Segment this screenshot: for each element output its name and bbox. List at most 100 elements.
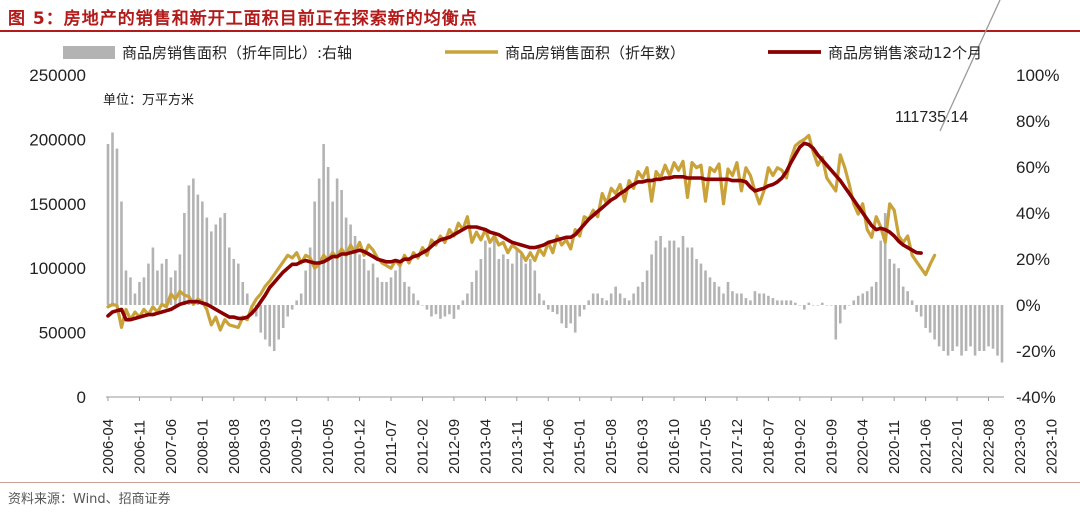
x-tick-label-27: 2022-01 bbox=[949, 419, 966, 474]
yoy-bar bbox=[412, 293, 415, 305]
yoy-bar bbox=[151, 247, 155, 305]
x-tick-label-1: 2006-11 bbox=[131, 420, 148, 474]
yoy-bar bbox=[313, 201, 316, 305]
yoy-bar bbox=[488, 247, 492, 305]
x-tick-label-14: 2014-06 bbox=[540, 419, 557, 474]
yoy-bar bbox=[919, 305, 923, 317]
x-tick-label-13: 2013-11 bbox=[509, 420, 526, 474]
yoy-bar bbox=[560, 305, 564, 324]
yoy-bar bbox=[654, 240, 658, 305]
yoy-bar bbox=[816, 305, 820, 306]
x-tick-label-29: 2023-03 bbox=[1012, 419, 1029, 474]
yoy-bar bbox=[326, 167, 330, 305]
x-tick-label-20: 2017-12 bbox=[729, 419, 746, 474]
yoy-bar bbox=[295, 300, 298, 305]
yoy-bar bbox=[834, 305, 838, 340]
yoy-bar bbox=[749, 300, 752, 305]
yoy-bar bbox=[794, 302, 797, 305]
yoy-bar bbox=[753, 291, 757, 305]
yoy-bar bbox=[874, 282, 878, 305]
yoy-bar bbox=[987, 305, 990, 347]
yoy-bar bbox=[942, 305, 945, 351]
yoy-bar bbox=[821, 302, 824, 305]
left-axis-tick-4: 200000 bbox=[29, 130, 86, 149]
x-tick-label-16: 2015-08 bbox=[603, 419, 620, 474]
yoy-bar bbox=[281, 305, 285, 328]
yoy-bar bbox=[533, 270, 537, 305]
x-tick-label-25: 2020-11 bbox=[886, 420, 903, 474]
yoy-bar bbox=[672, 240, 676, 305]
yoy-bar bbox=[551, 305, 555, 312]
x-tick-label-26: 2021-06 bbox=[918, 419, 935, 474]
yoy-bar bbox=[677, 247, 680, 305]
yoy-bar bbox=[555, 305, 559, 315]
yoy-bar bbox=[713, 282, 716, 305]
x-tick-label-10: 2012-02 bbox=[414, 419, 431, 474]
yoy-bar bbox=[744, 298, 748, 305]
x-tick-label-22: 2019-02 bbox=[792, 419, 809, 474]
yoy-bar bbox=[578, 305, 582, 317]
yoy-bar bbox=[740, 293, 743, 305]
yoy-bar bbox=[416, 300, 420, 305]
yoy-bar bbox=[717, 286, 721, 305]
yoy-bar bbox=[475, 270, 478, 305]
yoy-bar bbox=[425, 305, 429, 310]
yoy-bar bbox=[686, 247, 689, 305]
yoy-bar bbox=[569, 305, 573, 324]
yoy-bar bbox=[906, 291, 909, 305]
title-rule bbox=[0, 30, 1080, 32]
yoy-bar bbox=[609, 293, 613, 305]
yoy-bar bbox=[286, 305, 289, 317]
yoy-bar bbox=[380, 282, 384, 305]
yoy-bar bbox=[951, 305, 954, 351]
yoy-bar bbox=[192, 178, 195, 305]
left-axis-tick-3: 150000 bbox=[29, 195, 86, 214]
yoy-bar bbox=[210, 231, 213, 305]
yoy-bar bbox=[892, 263, 896, 305]
yoy-bar bbox=[479, 259, 483, 305]
yoy-bar bbox=[632, 293, 635, 305]
yoy-bar bbox=[838, 305, 842, 324]
yoy-bar bbox=[344, 217, 348, 305]
yoy-bar bbox=[780, 300, 784, 305]
yoy-bar bbox=[614, 286, 617, 305]
yoy-bar bbox=[537, 293, 541, 305]
yoy-bar bbox=[277, 305, 281, 340]
yoy-bar bbox=[901, 286, 905, 305]
yoy-bar bbox=[120, 201, 123, 305]
yoy-bar bbox=[641, 282, 644, 305]
bottom-rule bbox=[0, 482, 1080, 483]
x-tick-label-30: 2023-10 bbox=[1043, 419, 1060, 474]
right-axis-tick-3: 20% bbox=[1016, 250, 1050, 269]
yoy-bar bbox=[111, 132, 114, 305]
yoy-bar bbox=[461, 300, 465, 305]
yoy-bar bbox=[870, 286, 874, 305]
x-tick-label-4: 2008-08 bbox=[226, 419, 243, 474]
yoy-bar bbox=[227, 247, 231, 305]
yoy-bar bbox=[969, 305, 972, 347]
yoy-bar bbox=[798, 305, 802, 306]
yoy-bar bbox=[542, 300, 546, 305]
yoy-bar bbox=[695, 259, 698, 305]
yoy-bar bbox=[582, 305, 586, 310]
yoy-bar bbox=[596, 293, 599, 305]
yoy-bar bbox=[704, 270, 707, 305]
yoy-bar bbox=[169, 277, 173, 305]
yoy-bar bbox=[174, 270, 177, 305]
yoy-bar bbox=[964, 305, 968, 351]
yoy-bar bbox=[452, 305, 456, 319]
x-tick-label-12: 2013-04 bbox=[477, 419, 494, 474]
yoy-bar bbox=[812, 305, 815, 306]
yoy-bar bbox=[403, 282, 406, 305]
yoy-bar bbox=[915, 305, 918, 312]
yoy-bar bbox=[439, 305, 442, 319]
yoy-bar bbox=[367, 270, 370, 305]
x-tick-label-11: 2012-09 bbox=[446, 419, 463, 474]
left-axis-tick-2: 100000 bbox=[29, 259, 86, 278]
yoy-bar bbox=[317, 178, 321, 305]
yoy-bar bbox=[376, 277, 379, 305]
yoy-bar bbox=[627, 300, 631, 305]
yoy-bar bbox=[600, 298, 604, 305]
yoy-bar bbox=[398, 263, 402, 305]
yoy-bar bbox=[259, 305, 263, 333]
